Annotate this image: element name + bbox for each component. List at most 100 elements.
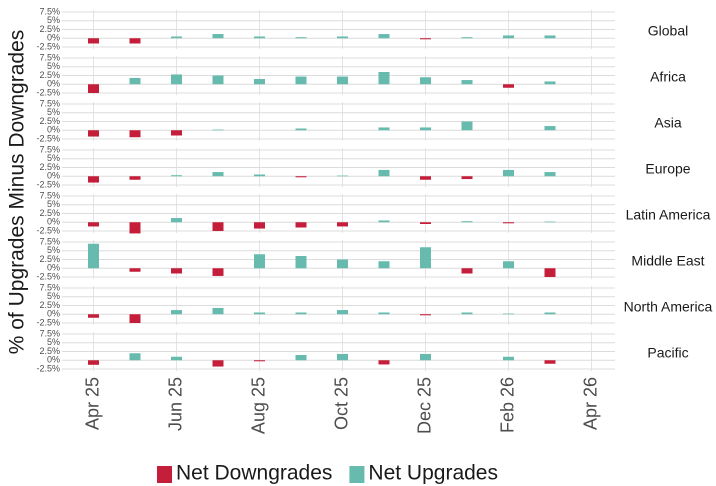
x-tick-label: Aug 25 [248,377,268,434]
legend-swatch [157,466,172,483]
bar [212,34,224,39]
bar [295,37,307,39]
bar [129,130,141,138]
bar [88,222,99,227]
bar [254,312,265,315]
bar [420,247,431,269]
y-tick-label: 0% [47,309,60,319]
y-tick-label: -2.5% [36,363,60,373]
bar [295,355,307,361]
y-tick-label: 0% [47,263,60,273]
bar [129,222,141,234]
bar [544,172,556,177]
bar [88,243,99,269]
bar [461,268,473,274]
y-tick-label: 2.5% [39,24,60,34]
y-tick-label: 0% [47,79,60,89]
bar [544,312,556,315]
facet-label: North America [624,299,713,315]
bar [461,80,473,85]
bar [129,268,141,272]
bar [212,268,224,276]
bar [461,176,473,180]
y-tick-label: 5% [47,153,60,163]
bar [171,175,182,177]
y-tick-label: -2.5% [36,41,60,51]
bar [503,35,514,39]
y-tick-label: -2.5% [36,179,60,189]
facet-label: Middle East [631,253,704,269]
y-tick-label: 5% [47,15,60,25]
bar [378,169,390,177]
bar [254,36,265,39]
y-tick-label: 2.5% [39,208,60,218]
legend-label: Net Downgrades [176,462,332,485]
y-tick-label: 0% [47,125,60,135]
bar [254,360,265,362]
bar [544,360,556,364]
y-tick-label: 7.5% [39,236,60,246]
bar [503,261,514,269]
bar [212,307,224,315]
bar [88,360,99,365]
bar [420,38,431,40]
x-tick-label: Apr 25 [82,377,102,430]
x-tick-label: Feb 26 [497,377,517,433]
bar [337,36,348,39]
y-tick-label: 7.5% [39,282,60,292]
x-tick-label: Dec 25 [414,377,434,434]
bar [503,313,514,315]
bar [171,36,182,39]
y-tick-label: 0% [47,355,60,365]
bar [88,84,99,93]
bar [129,38,141,44]
y-tick-label: 0% [47,33,60,43]
bar [337,222,348,227]
bar [378,72,390,85]
bar [254,174,265,177]
y-tick-label: -2.5% [36,133,60,143]
bar [295,128,307,131]
bar [171,310,182,315]
bar [295,312,307,315]
y-axis-title: % of Upgrades Minus Downgrades [6,30,29,355]
facet-label: Africa [650,69,686,85]
x-tick-label: Jun 25 [165,377,185,431]
bar [337,259,348,269]
y-tick-label: 5% [47,291,60,301]
bar [129,77,141,85]
bar [254,254,265,269]
bar [337,76,348,85]
bar [544,81,556,85]
bar [337,353,348,361]
bar [461,221,473,223]
y-tick-label: 0% [47,171,60,181]
bar [420,77,431,85]
y-tick-label: 2.5% [39,254,60,264]
bar [420,127,431,131]
bar [378,127,390,131]
bar [337,310,348,315]
bar [171,74,182,85]
bar [378,261,390,269]
y-tick-label: 2.5% [39,162,60,172]
bar [295,176,307,178]
bar [295,222,307,228]
y-tick-label: 0% [47,217,60,227]
facet-label: Pacific [647,345,688,361]
y-tick-label: 7.5% [39,190,60,200]
bar [378,312,390,315]
bar [171,356,182,361]
y-tick-label: 2.5% [39,346,60,356]
y-tick-label: 7.5% [39,6,60,16]
x-tick-label: Oct 25 [331,377,351,430]
y-tick-label: 7.5% [39,98,60,108]
y-tick-label: -2.5% [36,317,60,327]
bar [378,220,390,223]
y-tick-label: -2.5% [36,271,60,281]
y-tick-label: 7.5% [39,144,60,154]
bar [420,222,431,224]
facet-label: Europe [645,161,690,177]
facet-label: Latin America [626,207,711,223]
